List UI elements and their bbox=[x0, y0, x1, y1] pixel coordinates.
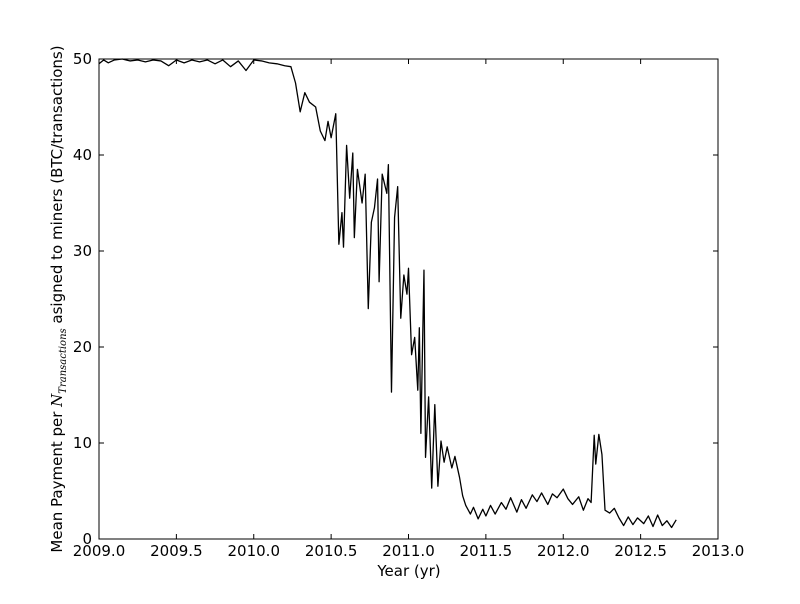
x-tick-label: 2011.0 bbox=[382, 542, 435, 560]
plot-frame bbox=[98, 58, 719, 540]
x-tick-label: 2009.5 bbox=[150, 542, 203, 560]
y-axis-label-part: asigned to miners (BTC/transactions) bbox=[48, 45, 66, 328]
x-tick-label: 2010.0 bbox=[228, 542, 281, 560]
y-axis-label-part: N bbox=[48, 393, 66, 408]
x-axis-label: Year (yr) bbox=[376, 562, 440, 580]
y-tick-label: 50 bbox=[73, 50, 92, 68]
x-tick-label: 2013.0 bbox=[692, 542, 745, 560]
x-tick-label: 2010.5 bbox=[305, 542, 358, 560]
y-tick-label: 10 bbox=[73, 434, 92, 452]
y-axis-label-part: Transactions bbox=[58, 328, 69, 393]
x-tick-label: 2012.5 bbox=[614, 542, 667, 560]
y-tick-label: 20 bbox=[73, 338, 92, 356]
y-axis-label: Mean Payment per NTransactions asigned t… bbox=[48, 45, 69, 552]
x-tick-label: 2012.0 bbox=[537, 542, 590, 560]
y-tick-label: 30 bbox=[73, 242, 92, 260]
x-tick-label: 2011.5 bbox=[460, 542, 513, 560]
data-line bbox=[98, 58, 677, 529]
x-tick-label: 2009.0 bbox=[73, 542, 126, 560]
y-tick-label: 40 bbox=[73, 146, 92, 164]
y-axis-label-part: Mean Payment per bbox=[48, 407, 66, 553]
y-tick-label: 0 bbox=[82, 530, 92, 548]
